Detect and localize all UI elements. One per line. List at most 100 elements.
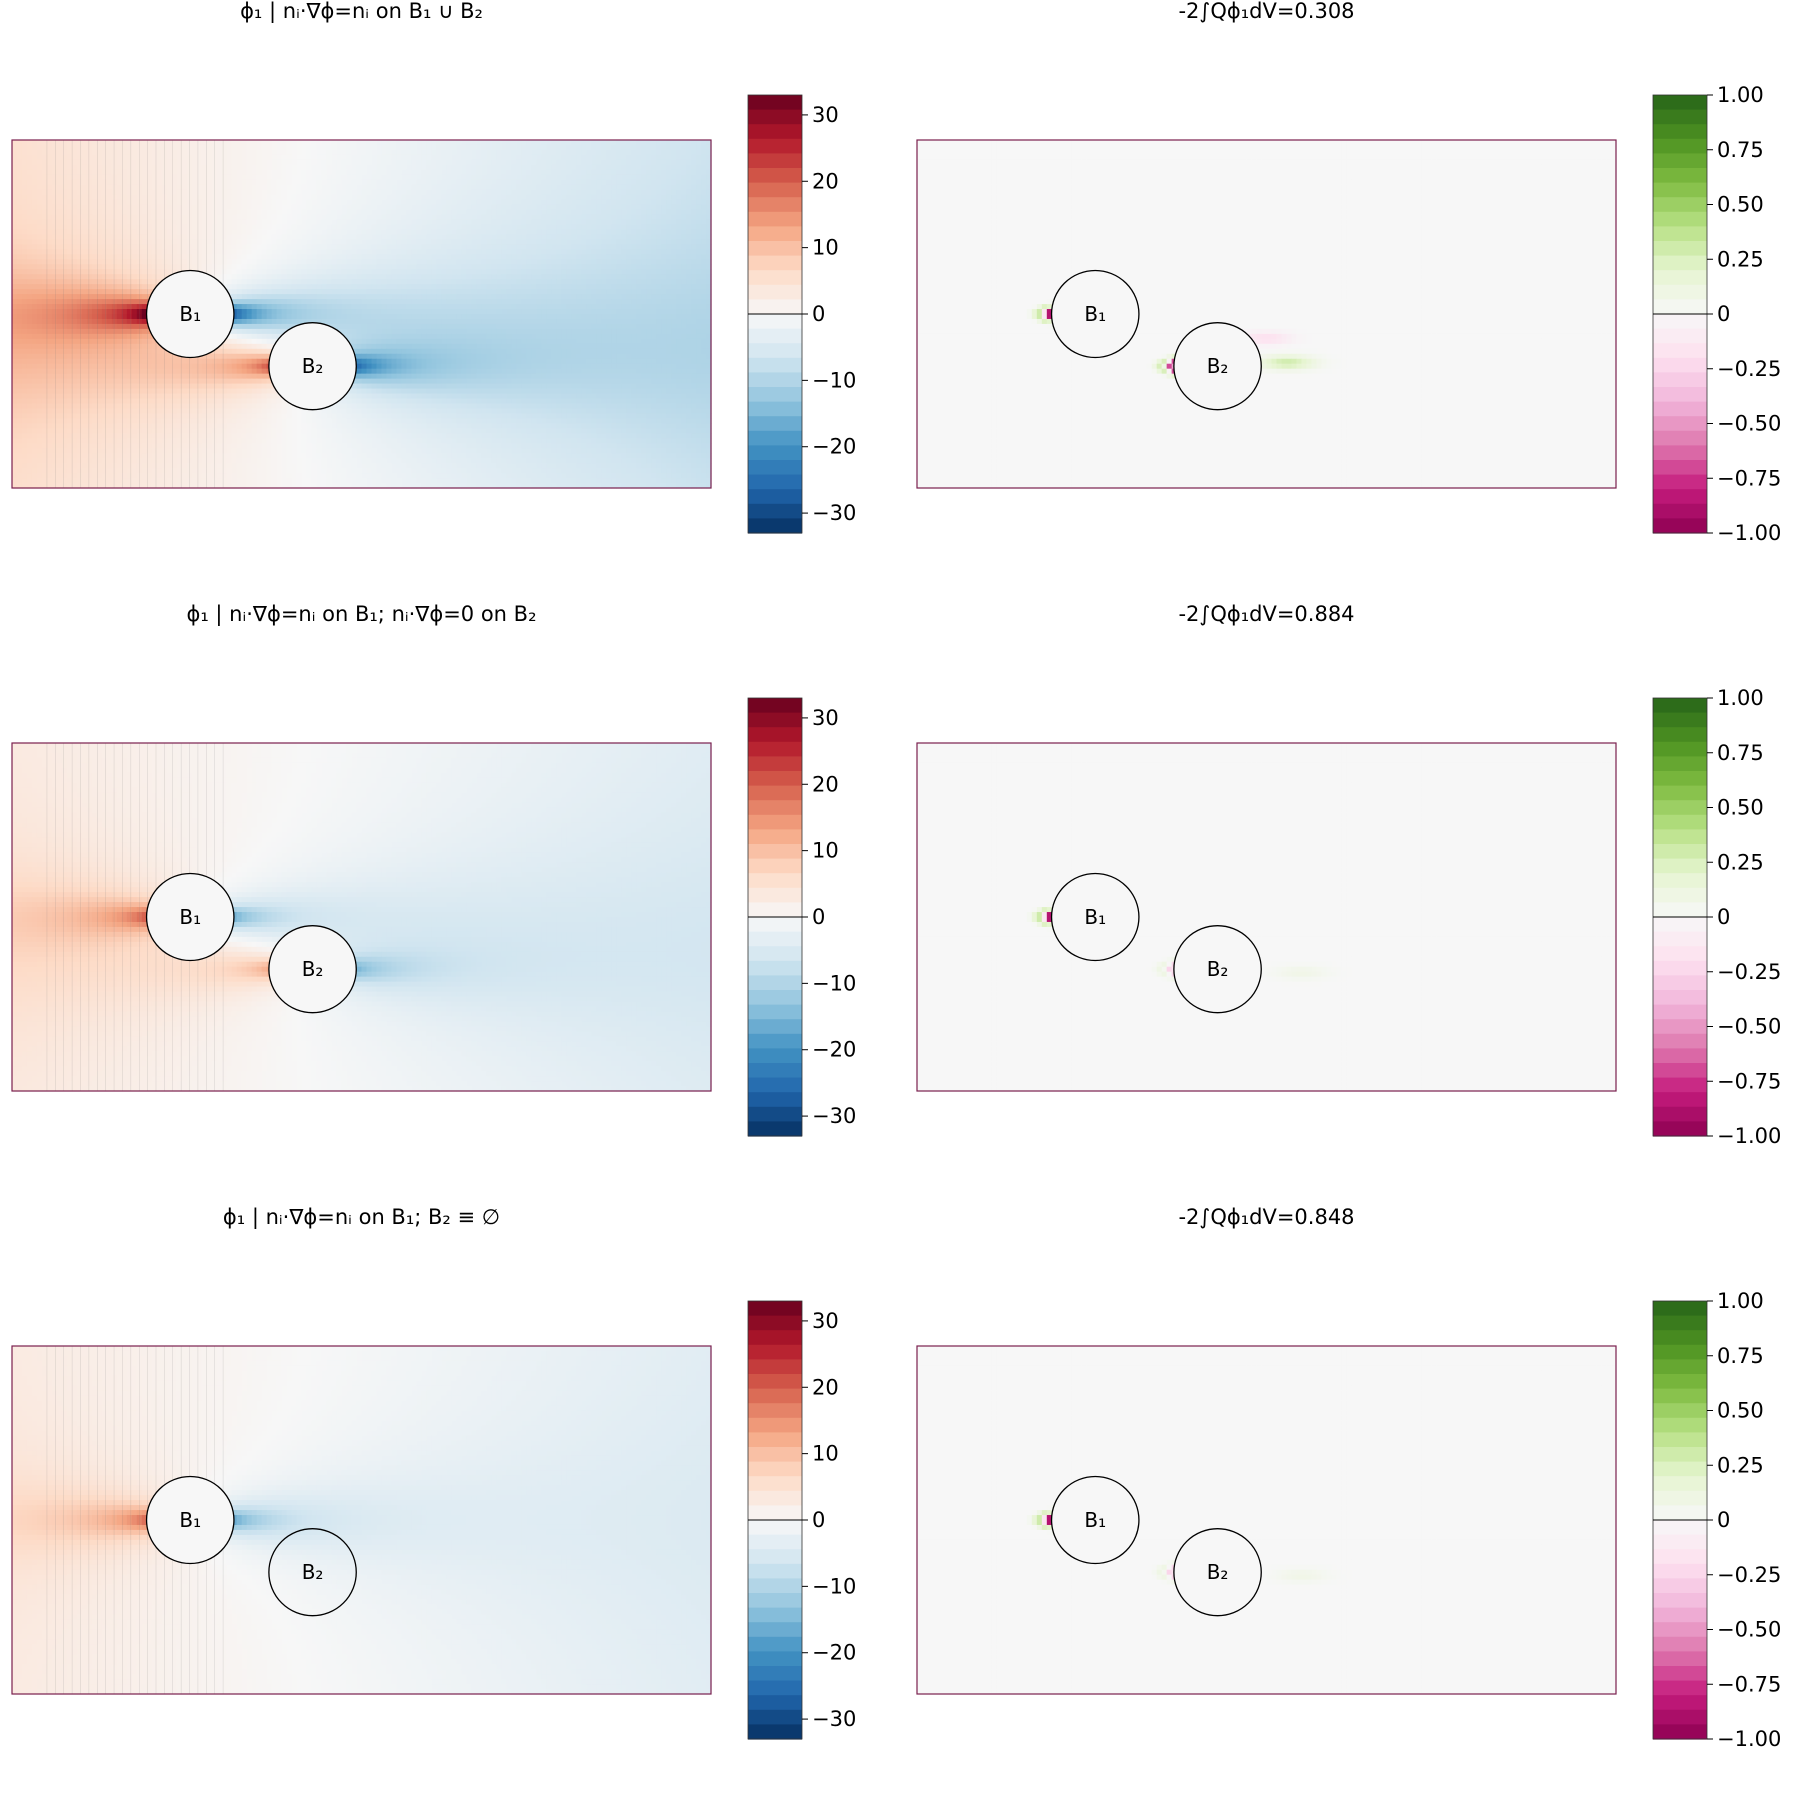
field-cell: [312, 175, 318, 181]
field-cell: [67, 170, 73, 176]
field-cell: [611, 195, 617, 201]
field-cell: [621, 190, 627, 196]
field-cell: [327, 155, 333, 161]
field-cell: [137, 190, 143, 196]
field-cell: [456, 175, 462, 181]
field-cell: [616, 185, 622, 191]
field-cell: [591, 185, 597, 191]
field-cell: [152, 175, 158, 181]
field-cell: [491, 180, 497, 186]
field-cell: [122, 170, 128, 176]
field-cell: [287, 165, 293, 171]
field-cell: [192, 165, 198, 171]
field-cell: [471, 145, 477, 151]
field-cell: [611, 170, 617, 176]
field-cell: [461, 185, 467, 191]
field-cell: [681, 190, 687, 196]
field-cell: [332, 160, 338, 166]
field-cell: [691, 145, 697, 151]
field-cell: [352, 145, 358, 151]
field-cell: [456, 180, 462, 186]
field-cell: [102, 145, 108, 151]
field-cell: [22, 165, 28, 171]
field-cell: [661, 150, 667, 156]
field-cell: [197, 165, 203, 171]
field-cell: [576, 195, 582, 201]
field-cell: [347, 150, 353, 156]
field-cell: [127, 180, 133, 186]
field-cell: [227, 155, 233, 161]
field-cell: [337, 145, 343, 151]
field-cell: [391, 150, 397, 156]
field-cell: [556, 160, 562, 166]
field-cell: [421, 140, 427, 146]
field-cell: [696, 190, 702, 196]
field-cell: [576, 165, 582, 171]
field-cell: [421, 175, 427, 181]
field-cell: [277, 190, 283, 196]
field-cell: [297, 185, 303, 191]
field-cell: [117, 180, 123, 186]
field-cell: [317, 170, 323, 176]
field-cell: [267, 165, 273, 171]
field-cell: [177, 165, 183, 171]
field-cell: [486, 180, 492, 186]
field-cell: [566, 180, 572, 186]
field-cell: [426, 160, 432, 166]
field-cell: [72, 200, 78, 206]
field-cell: [62, 175, 68, 181]
field-cell: [481, 190, 487, 196]
field-cell: [82, 175, 88, 181]
field-cell: [436, 195, 442, 201]
field-cell: [656, 190, 662, 196]
field-cell: [92, 190, 98, 196]
field-cell: [267, 190, 273, 196]
field-cell: [42, 160, 48, 166]
field-cell: [102, 200, 108, 206]
field-cell: [327, 185, 333, 191]
field-cell: [606, 150, 612, 156]
field-cell: [511, 185, 517, 191]
field-cell: [566, 160, 572, 166]
field-cell: [17, 145, 23, 151]
field-cell: [152, 155, 158, 161]
field-cell: [496, 180, 502, 186]
field-cell: [357, 185, 363, 191]
field-cell: [631, 195, 637, 201]
field-cell: [252, 145, 258, 151]
field-cell: [102, 190, 108, 196]
field-cell: [112, 140, 118, 146]
field-cell: [651, 160, 657, 166]
field-cell: [252, 180, 258, 186]
field-cell: [466, 190, 472, 196]
field-cell: [342, 145, 348, 151]
field-cell: [381, 170, 387, 176]
field-cell: [421, 185, 427, 191]
field-cell: [177, 200, 183, 206]
field-cell: [431, 175, 437, 181]
field-cell: [52, 185, 58, 191]
field-cell: [486, 175, 492, 181]
field-cell: [207, 175, 213, 181]
field-cell: [152, 190, 158, 196]
field-cell: [371, 140, 377, 146]
field-cell: [656, 185, 662, 191]
field-cell: [122, 140, 128, 146]
field-cell: [481, 160, 487, 166]
field-cell: [357, 195, 363, 201]
field-cell: [641, 140, 647, 146]
field-cell: [411, 140, 417, 146]
field-cell: [611, 145, 617, 151]
field-cell: [77, 155, 83, 161]
field-cell: [332, 150, 338, 156]
field-cell: [471, 190, 477, 196]
field-cell: [242, 150, 248, 156]
field-cell: [292, 180, 298, 186]
field-cell: [247, 185, 253, 191]
field-cell: [396, 185, 402, 191]
field-cell: [481, 195, 487, 201]
field-cell: [42, 190, 48, 196]
field-cell: [42, 170, 48, 176]
field-cell: [396, 170, 402, 176]
field-cell: [277, 160, 283, 166]
